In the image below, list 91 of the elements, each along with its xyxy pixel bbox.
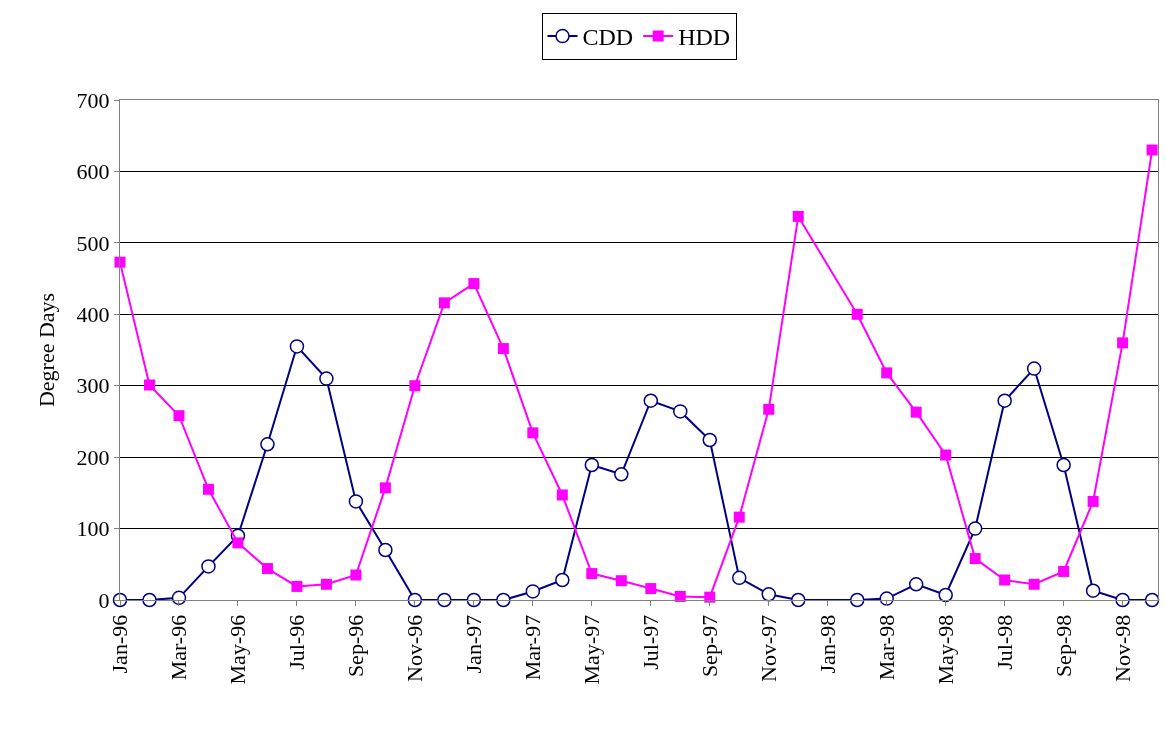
- point: [910, 406, 922, 418]
- point: [291, 580, 303, 592]
- point: [997, 393, 1012, 408]
- point: [1026, 361, 1042, 376]
- point: [1085, 583, 1101, 598]
- point: [1058, 565, 1070, 577]
- y-tick-label: 500: [76, 230, 110, 256]
- point: [261, 563, 273, 575]
- point: [379, 482, 391, 494]
- x-tick-label: Jul-98: [991, 614, 1017, 670]
- point: [586, 568, 598, 580]
- y-tick-label: 600: [76, 159, 110, 185]
- point: [615, 575, 627, 587]
- point: [881, 367, 893, 379]
- x-tick-label: Jan-97: [461, 614, 487, 674]
- point: [201, 559, 216, 574]
- point: [320, 578, 332, 590]
- point: [378, 542, 393, 558]
- point: [969, 553, 981, 565]
- y-tick-label: 100: [76, 516, 110, 542]
- point: [497, 343, 509, 355]
- y-tick-label: 700: [76, 87, 110, 113]
- point: [348, 494, 364, 509]
- x-tick-label: May-97: [578, 614, 604, 685]
- point: [1146, 144, 1158, 156]
- x-tick-label: Mar-98: [873, 614, 899, 681]
- x-tick-label: Jul-97: [637, 614, 663, 670]
- point: [584, 457, 600, 473]
- point: [289, 339, 305, 354]
- point: [468, 278, 480, 290]
- point: [114, 256, 126, 268]
- point: [1056, 457, 1071, 473]
- legend-label: CDD: [582, 24, 634, 51]
- x-tick-label: Nov-97: [755, 614, 781, 683]
- point: [260, 437, 275, 452]
- point: [409, 380, 421, 392]
- point: [556, 489, 568, 501]
- point: [791, 592, 806, 608]
- x-tick-label: Jan-98: [814, 614, 840, 674]
- x-tick-label: Nov-96: [402, 614, 428, 683]
- point: [908, 577, 924, 592]
- x-tick-label: Mar-97: [519, 614, 545, 681]
- point: [673, 404, 688, 419]
- point: [527, 427, 539, 439]
- point: [940, 449, 952, 461]
- x-tick-label: May-98: [932, 614, 958, 685]
- point: [1115, 592, 1130, 608]
- y-tick-label: 300: [76, 373, 110, 399]
- point: [525, 584, 541, 599]
- point: [1087, 495, 1099, 507]
- point: [555, 572, 570, 588]
- point: [173, 410, 185, 422]
- x-tick-label: Jul-96: [284, 614, 310, 670]
- y-axis-title: Degree Days: [34, 292, 60, 408]
- x-tick-label: Sep-98: [1050, 614, 1076, 678]
- y-tick-label: 400: [76, 301, 110, 327]
- x-tick-label: Sep-97: [696, 614, 722, 678]
- y-tick-label: 200: [76, 444, 110, 470]
- point: [142, 592, 157, 608]
- x-tick-label: Nov-98: [1109, 614, 1135, 683]
- point: [437, 592, 452, 608]
- point: [763, 403, 775, 415]
- point: [761, 587, 776, 602]
- point: [938, 587, 953, 603]
- point: [614, 467, 629, 482]
- point: [849, 592, 865, 608]
- point: [967, 521, 983, 536]
- x-tick-label: Jan-96: [107, 614, 133, 674]
- point: [733, 511, 745, 523]
- point: [645, 583, 657, 595]
- point: [643, 393, 659, 408]
- point: [438, 297, 450, 309]
- point: [1117, 337, 1129, 349]
- point: [702, 432, 718, 448]
- point: [999, 574, 1011, 586]
- point: [732, 570, 747, 586]
- point: [232, 537, 244, 549]
- point: [143, 379, 155, 391]
- x-tick-label: Sep-96: [343, 614, 369, 678]
- point: [202, 483, 214, 495]
- legend-label: HDD: [678, 24, 731, 51]
- point: [674, 590, 686, 602]
- point: [792, 210, 804, 222]
- x-tick-label: May-96: [225, 614, 251, 685]
- point: [851, 308, 863, 320]
- y-tick-label: 0: [98, 587, 110, 613]
- x-tick-label: Mar-96: [166, 614, 192, 681]
- point: [496, 592, 511, 608]
- point: [350, 569, 362, 581]
- point: [1028, 578, 1040, 590]
- point: [319, 371, 334, 386]
